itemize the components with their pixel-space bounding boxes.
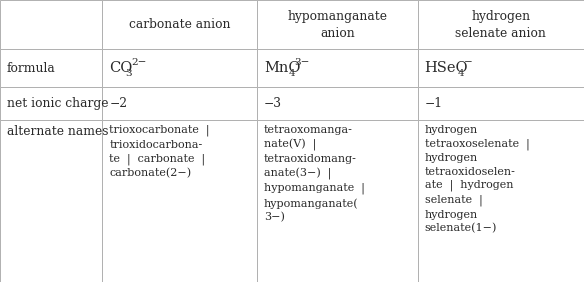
Bar [0,120,102,282]
Bar [257,87,418,120]
Text: trioxocarbonate  |
trioxidocarbona-
te  |  carbonate  |
carbonate(2−): trioxocarbonate | trioxidocarbona- te | … [109,125,210,179]
Bar [418,87,584,120]
Text: hypomanganate
anion: hypomanganate anion [287,10,387,40]
Text: tetraoxomanga-
nate(V)  |
tetraoxidomang-
anate(3−)  |
hypomanganate  |
hypomang: tetraoxomanga- nate(V) | tetraoxidomang-… [264,125,365,222]
Text: hydrogen
selenate anion: hydrogen selenate anion [456,10,546,40]
Bar [0,0,102,49]
Text: 3: 3 [125,69,131,78]
Text: HSeO: HSeO [425,61,468,75]
Text: −1: −1 [425,97,443,110]
Bar [418,49,584,87]
Text: MnO: MnO [264,61,300,75]
Text: −2: −2 [109,97,127,110]
Text: hydrogen
tetraoxoselenate  |
hydrogen
tetraoxidoselen-
ate  |  hydrogen
selenate: hydrogen tetraoxoselenate | hydrogen tet… [425,125,529,233]
Text: 4: 4 [457,69,464,78]
Bar [102,0,257,49]
Bar [0,49,102,87]
Text: alternate names: alternate names [7,125,109,138]
Bar [102,49,257,87]
Text: carbonate anion: carbonate anion [129,18,230,31]
Text: CO: CO [109,61,133,75]
Bar [418,120,584,282]
Bar [257,0,418,49]
Bar [257,120,418,282]
Text: −: − [464,58,472,67]
Text: 3−: 3− [294,58,310,67]
Bar [0,87,102,120]
Text: 2−: 2− [131,58,147,67]
Text: net ionic charge: net ionic charge [7,97,109,110]
Bar [418,0,584,49]
Text: −3: −3 [264,97,282,110]
Text: formula: formula [7,62,55,75]
Bar [257,49,418,87]
Bar [102,87,257,120]
Bar [102,120,257,282]
Text: 4: 4 [288,69,295,78]
